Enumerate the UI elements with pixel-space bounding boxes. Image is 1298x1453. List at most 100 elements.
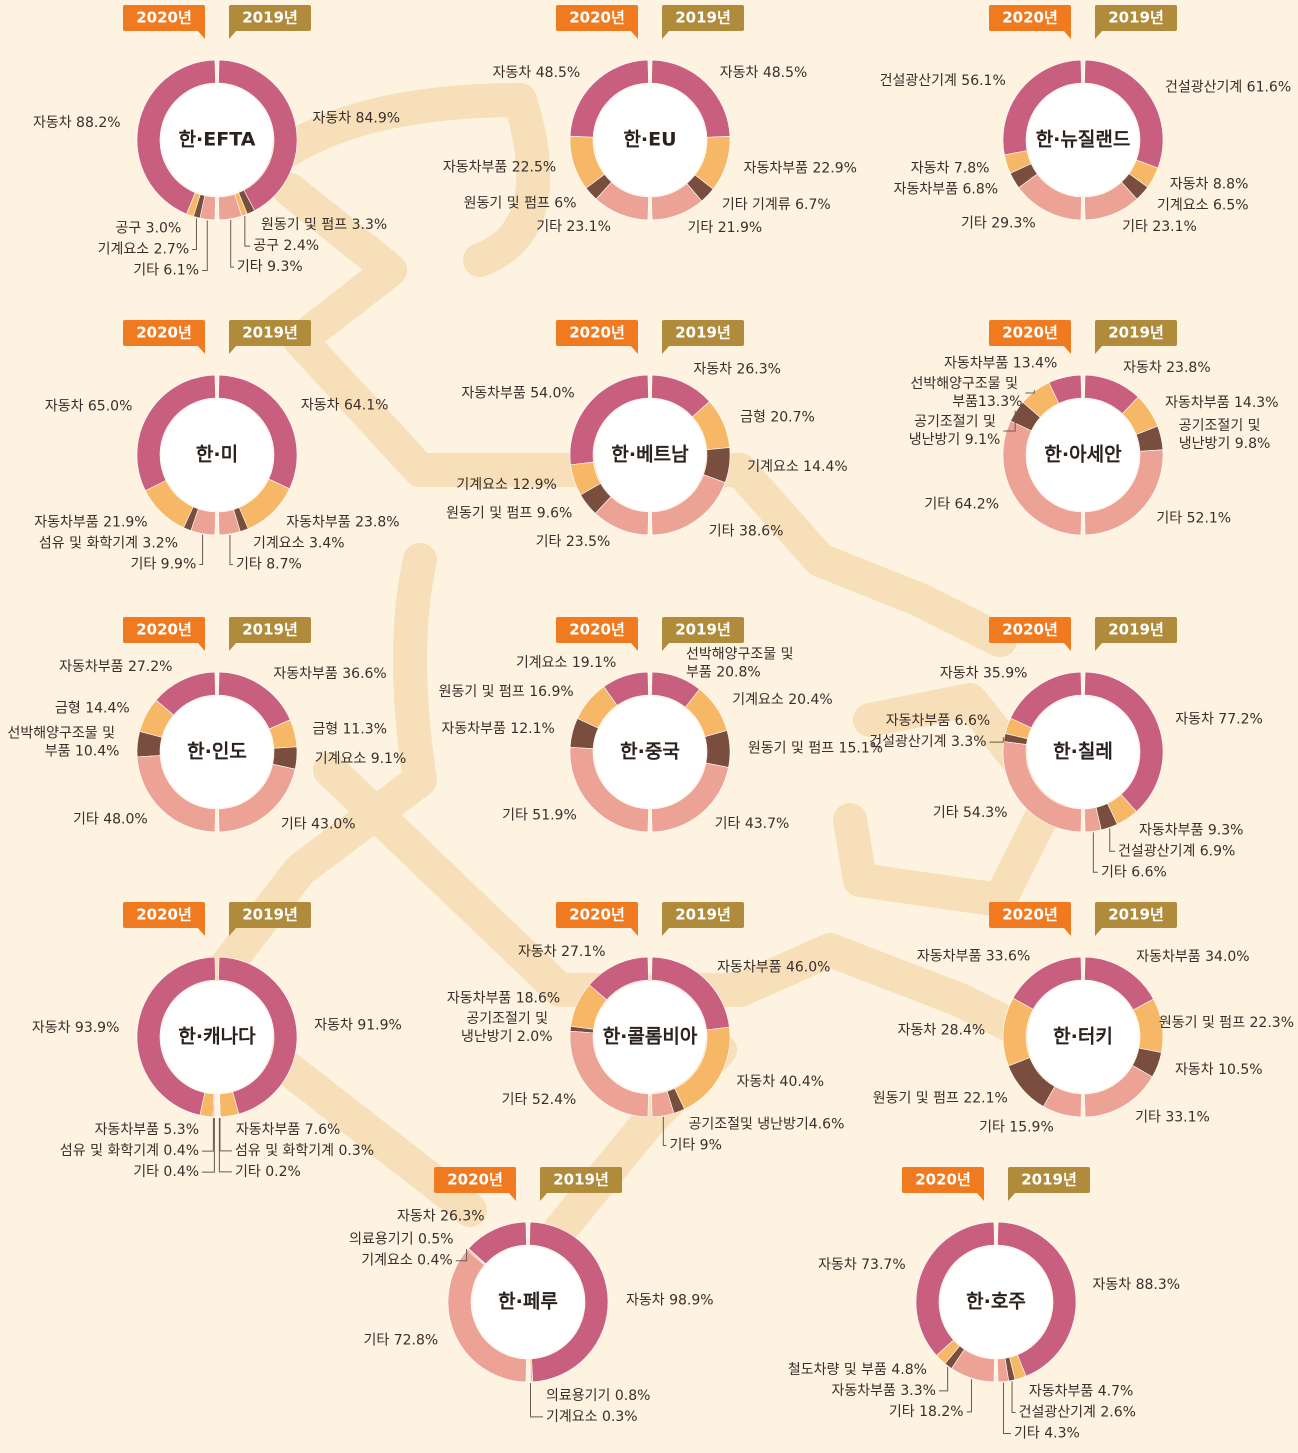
slice-label: 원동기 및 펌프 22.3%	[1159, 1015, 1294, 1031]
donut-title: 한·캐나다	[178, 1026, 256, 1048]
slice-label: 자동차부품 36.6%	[273, 666, 386, 682]
slice-label: 원동기 및 펌프 15.1%	[748, 740, 883, 756]
slice-label: 자동차 73.7%	[818, 1257, 906, 1273]
slice-label: 기타 6.1%	[133, 262, 199, 278]
slice-label: 자동차 35.9%	[940, 665, 1028, 681]
year-tag-label: 2020년	[915, 1171, 971, 1189]
slice-label: 기타 29.3%	[961, 215, 1036, 231]
donut-title: 한·호주	[966, 1291, 1026, 1313]
year-tag-pointer	[1095, 642, 1103, 651]
year-tag-pointer	[540, 1192, 548, 1201]
slice-label: 자동차 26.3%	[693, 362, 781, 378]
year-tag-label: 2020년	[569, 324, 625, 342]
donut-title: 한·미	[196, 444, 238, 466]
slice-label: 기타 8.7%	[236, 557, 302, 573]
slice-label: 선박해양구조물 및 부품 10.4%	[8, 726, 120, 760]
year-tag-label: 2020년	[136, 9, 192, 27]
slice-label: 기타 9.9%	[130, 557, 196, 573]
year-tag-pointer	[197, 927, 205, 936]
slice-label: 금형 20.7%	[740, 409, 815, 425]
slice-label: 자동차부품 9.3%	[1139, 822, 1243, 838]
year-tag-pointer	[976, 1192, 984, 1201]
slice-label: 기타 51.9%	[502, 808, 577, 824]
slice-label: 공기조절기 및 냉난방기 9.8%	[1179, 418, 1271, 452]
year-tag-label: 2019년	[1108, 906, 1164, 924]
year-tag-pointer	[1063, 30, 1071, 39]
slice-label: 자동차 91.9%	[314, 1017, 402, 1033]
year-tag-pointer	[1095, 927, 1103, 936]
donut-panel: 2020년자동차 65.0%자동차부품 21.9%섬유 및 화학기계 3.2%기…	[34, 320, 399, 573]
year-tag-pointer	[630, 927, 638, 936]
slice-label: 금형 14.4%	[55, 700, 130, 716]
leader-line	[192, 218, 196, 249]
donut-panel: 2020년자동차부품 13.4%선박해양구조물 및 부품13.3%공기조절기 및…	[909, 320, 1279, 535]
leader-line	[199, 535, 202, 565]
slice-label: 섬유 및 화학기계 0.3%	[235, 1143, 374, 1159]
donut-title: 한·인도	[187, 741, 247, 763]
year-tag-label: 2019년	[242, 621, 298, 639]
donut-title: 한·EFTA	[179, 129, 256, 151]
year-tag-label: 2019년	[675, 906, 731, 924]
slice-label: 기타 54.3%	[933, 805, 1008, 821]
slice-label: 원동기 및 펌프 22.1%	[873, 1090, 1008, 1106]
year-tag-label: 2020년	[1002, 906, 1058, 924]
year-tag-label: 2020년	[136, 906, 192, 924]
slice-label: 자동차부품 4.7%	[1029, 1383, 1133, 1399]
year-tag-pointer	[630, 345, 638, 354]
slice-label: 자동차 77.2%	[1175, 712, 1263, 728]
slice-label: 공구 3.0%	[115, 220, 181, 236]
slice-label: 자동차 88.3%	[1092, 1277, 1180, 1293]
slice-label: 기계요소 3.4%	[253, 536, 345, 552]
leader-line	[530, 1383, 543, 1417]
slice-label: 공기조절기 및 냉난방기 9.1%	[909, 414, 1001, 448]
slice-label: 자동차 98.9%	[626, 1292, 714, 1308]
slice-label: 기타 23.5%	[536, 534, 611, 550]
slice-label: 기타 43.7%	[715, 816, 790, 832]
leader-line	[202, 1118, 213, 1151]
leader-line	[1025, 390, 1034, 393]
leader-line	[230, 535, 233, 565]
leader-line	[202, 220, 207, 270]
slice-label: 기계요소 19.1%	[516, 655, 616, 671]
slice-label: 기타 18.2%	[889, 1404, 964, 1420]
slice-label: 원동기 및 펌프 6%	[464, 195, 577, 211]
year-tag-pointer	[197, 345, 205, 354]
slice-label: 기계요소 6.5%	[1157, 198, 1249, 214]
year-tag-pointer	[1063, 345, 1071, 354]
year-tag-pointer	[662, 345, 670, 354]
slice-label: 기타 52.4%	[502, 1092, 577, 1108]
donut-title: 한·아세안	[1044, 444, 1122, 466]
slice-label: 자동차 28.4%	[898, 1023, 986, 1039]
slice-label: 기타 23.1%	[1122, 219, 1197, 235]
slice-label: 자동차부품 7.6%	[236, 1122, 340, 1138]
year-tag-label: 2020년	[1002, 9, 1058, 27]
year-tag-pointer	[508, 1192, 516, 1201]
leader-line	[1012, 1381, 1016, 1412]
slice-label: 선박해양구조물 및 부품13.3%	[910, 376, 1022, 410]
slice-label: 기타 0.2%	[235, 1164, 301, 1180]
leader-line	[967, 1379, 972, 1412]
year-tag-pointer	[1008, 1192, 1016, 1201]
year-tag-pointer	[1095, 30, 1103, 39]
year-tag-label: 2020년	[1002, 621, 1058, 639]
slice-label: 건설광산기계 61.6%	[1165, 79, 1291, 95]
slice-label: 자동차부품 13.4%	[944, 356, 1057, 372]
donut-panel: 2020년자동차부품 33.6%자동차 28.4%원동기 및 펌프 22.1%기…	[873, 902, 1294, 1136]
slice-label: 원동기 및 펌프 3.3%	[261, 217, 387, 233]
year-tag-label: 2020년	[136, 621, 192, 639]
year-tag-label: 2019년	[553, 1171, 609, 1189]
slice-label: 금형 11.3%	[312, 722, 387, 738]
slice-label: 자동차부품 6.8%	[894, 182, 998, 198]
infographic: 2020년자동차 88.2%공구 3.0%기계요소 2.7%기타 6.1%201…	[0, 0, 1298, 1453]
donut-panel: 2020년자동차 73.7%철도차량 및 부품 4.8%자동차부품 3.3%기타…	[788, 1167, 1180, 1441]
year-tag-label: 2020년	[569, 906, 625, 924]
year-tag-label: 2019년	[1108, 324, 1164, 342]
year-tag-pointer	[197, 30, 205, 39]
slice-label: 자동차 26.3%	[397, 1209, 485, 1225]
slice-label: 자동차부품 54.0%	[461, 386, 574, 402]
slice-label: 기계요소 20.4%	[732, 692, 832, 708]
donut-panel: 2020년건설광산기계 56.1%자동차 7.8%자동차부품 6.8%기타 29…	[880, 5, 1292, 235]
